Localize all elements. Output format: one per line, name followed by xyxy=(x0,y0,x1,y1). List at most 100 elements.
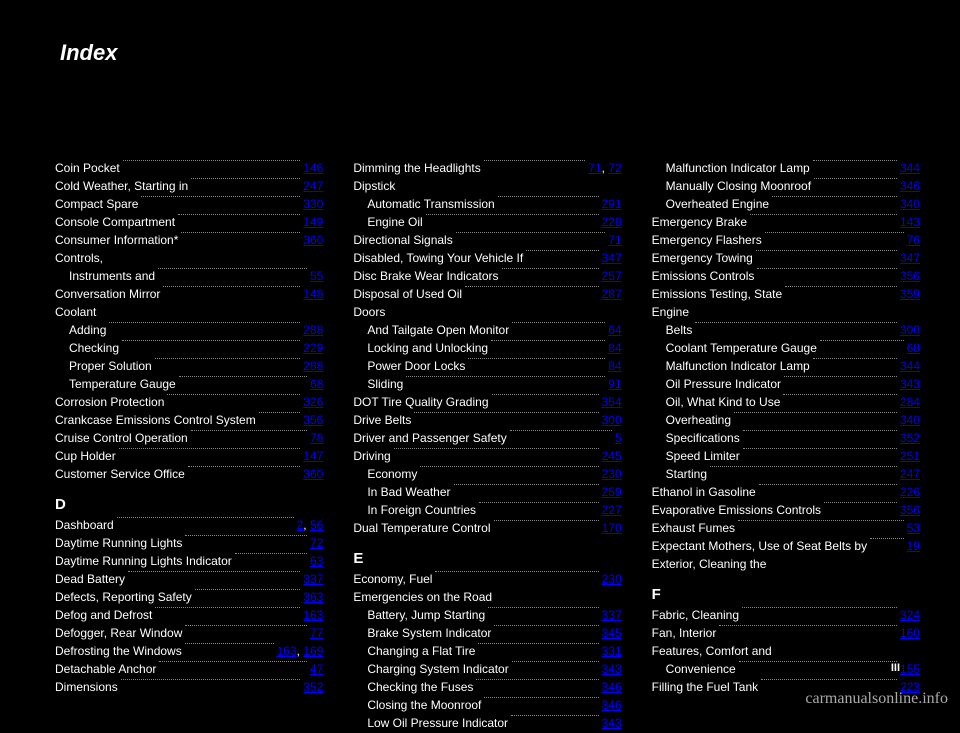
page-link[interactable]: 360 xyxy=(303,467,323,481)
page-link[interactable]: 356 xyxy=(900,269,920,283)
page-link[interactable]: 170 xyxy=(602,521,622,535)
page-link[interactable]: 359 xyxy=(900,287,920,301)
page-link[interactable]: 330 xyxy=(303,197,323,211)
page-link[interactable]: 360 xyxy=(303,233,323,247)
page-link[interactable]: 230 xyxy=(602,572,622,586)
page-link[interactable]: 56 xyxy=(310,518,323,532)
page-link[interactable]: 2 xyxy=(297,518,304,532)
index-entry: Checking 229 xyxy=(55,340,323,356)
index-entry: In Bad Weather259 xyxy=(353,484,621,500)
page-link[interactable]: 91 xyxy=(608,377,621,391)
page-link[interactable]: 363 xyxy=(303,590,323,604)
page-link[interactable]: 284 xyxy=(900,395,920,409)
page-link[interactable]: 160 xyxy=(900,626,920,640)
page-link[interactable]: 63 xyxy=(310,554,323,568)
dot-leader xyxy=(739,661,897,662)
page-link[interactable]: 147 xyxy=(303,449,323,463)
dot-leader xyxy=(468,358,605,359)
page-link[interactable]: 149 xyxy=(303,215,323,229)
page-link[interactable]: 227 xyxy=(602,503,622,517)
page-link[interactable]: 337 xyxy=(303,572,323,586)
page-link[interactable]: 163 xyxy=(277,644,297,658)
page-link[interactable]: 78 xyxy=(310,431,323,445)
page-link[interactable]: 352 xyxy=(900,431,920,445)
page-link[interactable]: 251 xyxy=(900,449,920,463)
page-link[interactable]: 352 xyxy=(303,680,323,694)
page-link[interactable]: 347 xyxy=(900,251,920,265)
page-link[interactable]: 344 xyxy=(900,161,920,175)
index-entry: Console Compartment149 xyxy=(55,214,323,230)
page-link[interactable]: 288 xyxy=(303,359,323,373)
page-link[interactable]: 77 xyxy=(310,626,323,640)
page-link[interactable]: 259 xyxy=(602,485,622,499)
index-entry: Emergency Brake143 xyxy=(652,214,920,230)
page-link[interactable]: 148 xyxy=(303,287,323,301)
page-link[interactable]: 228 xyxy=(602,215,622,229)
index-entry: Defects, Reporting Safety363 xyxy=(55,589,323,605)
page-link[interactable]: 47 xyxy=(310,662,323,676)
entry-label: Emissions Testing, State xyxy=(652,286,783,302)
page-link[interactable]: 68 xyxy=(907,341,920,355)
page-link[interactable]: 143 xyxy=(900,215,920,229)
page-link[interactable]: 356 xyxy=(303,413,323,427)
page-link[interactable]: 55 xyxy=(310,269,323,283)
page-link[interactable]: 146 xyxy=(303,161,323,175)
dot-leader xyxy=(158,268,307,269)
page-link[interactable]: 163 xyxy=(303,608,323,622)
entry-label: Checking xyxy=(69,340,119,356)
page-link[interactable]: 326 xyxy=(303,395,323,409)
dot-leader xyxy=(185,625,307,626)
page-link[interactable]: 72 xyxy=(608,161,621,175)
page-link[interactable]: 226 xyxy=(900,485,920,499)
page-link[interactable]: 288 xyxy=(303,323,323,337)
page-link[interactable]: 230 xyxy=(602,467,622,481)
entry-label: Overheated Engine xyxy=(666,196,769,212)
entry-pages: 91 xyxy=(608,376,621,392)
page-link[interactable]: 291 xyxy=(602,197,622,211)
page-link[interactable]: 229 xyxy=(303,341,323,355)
page-link[interactable]: 257 xyxy=(602,269,622,283)
page-link[interactable]: 247 xyxy=(303,179,323,193)
page-link[interactable]: 53 xyxy=(907,521,920,535)
index-entry: Engine Oil228 xyxy=(353,214,621,230)
page-link[interactable]: 356 xyxy=(900,503,920,517)
page-link[interactable]: 169 xyxy=(303,644,323,658)
dot-leader xyxy=(492,394,599,395)
page-link[interactable]: 76 xyxy=(907,233,920,247)
page-link[interactable]: 340 xyxy=(900,413,920,427)
page-link[interactable]: 337 xyxy=(602,608,622,622)
entry-pages: 346 xyxy=(900,178,920,194)
index-entry: Manually Closing Moonroof346 xyxy=(652,178,920,194)
page-link[interactable]: 346 xyxy=(602,698,622,712)
entry-label: Power Door Locks xyxy=(367,358,465,374)
page-link[interactable]: 155 xyxy=(900,662,920,676)
page-link[interactable]: 71 xyxy=(588,161,601,175)
page-link[interactable]: 344 xyxy=(900,359,920,373)
page-link[interactable]: 300 xyxy=(900,323,920,337)
page-link[interactable]: 345 xyxy=(602,626,622,640)
page-link[interactable]: 347 xyxy=(602,251,622,265)
page-link[interactable]: 247 xyxy=(900,467,920,481)
page-link[interactable]: 84 xyxy=(608,341,621,355)
page-link[interactable]: 346 xyxy=(900,179,920,193)
page-link[interactable]: 64 xyxy=(608,323,621,337)
page-link[interactable]: 343 xyxy=(602,662,622,676)
page-link[interactable]: 343 xyxy=(900,377,920,391)
page-link[interactable]: 331 xyxy=(602,644,622,658)
page-link[interactable]: 324 xyxy=(900,608,920,622)
page-link[interactable]: 354 xyxy=(602,395,622,409)
page-link[interactable]: 84 xyxy=(608,359,621,373)
page-link[interactable]: 340 xyxy=(900,197,920,211)
page-link[interactable]: 19 xyxy=(907,539,920,553)
page-link[interactable]: 300 xyxy=(602,413,622,427)
page-link[interactable]: 287 xyxy=(602,287,622,301)
entry-pages: 245 xyxy=(602,448,622,464)
index-entry: Dimensions352 xyxy=(55,679,323,695)
page-link[interactable]: 5 xyxy=(615,431,622,445)
page-link[interactable]: 346 xyxy=(602,680,622,694)
page-link[interactable]: 71 xyxy=(608,233,621,247)
page-link[interactable]: 68 xyxy=(310,377,323,391)
page-link[interactable]: 343 xyxy=(602,716,622,730)
page-link[interactable]: 245 xyxy=(602,449,622,463)
page-link[interactable]: 72 xyxy=(310,536,323,550)
